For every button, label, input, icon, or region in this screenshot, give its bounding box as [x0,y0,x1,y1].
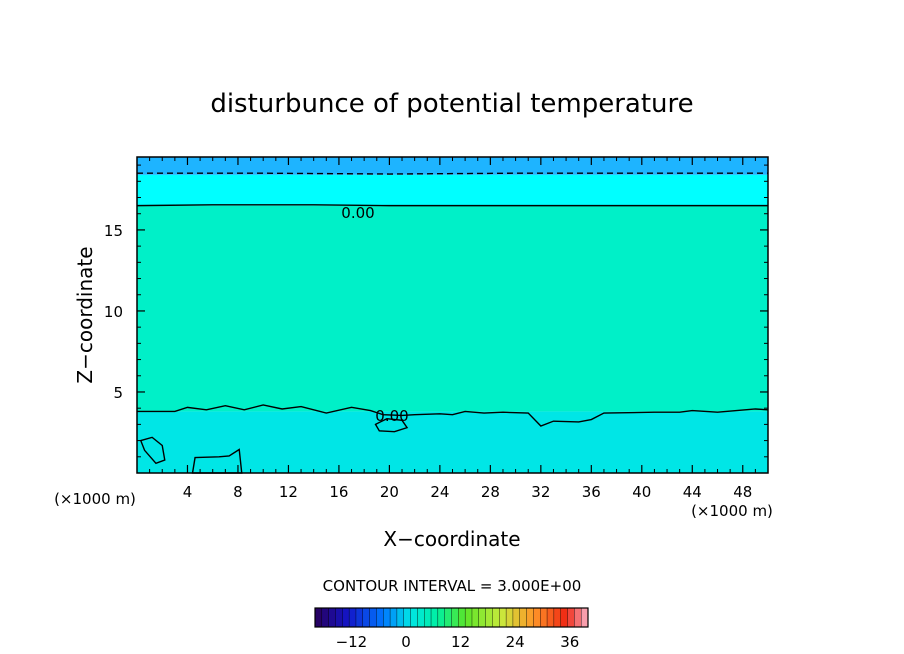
x-tick-label: 40 [632,483,651,501]
colorbar-segment [485,607,493,628]
colorbar-segment [580,607,589,628]
colorbar-segment [553,607,562,628]
colorbar-tick-label: 0 [401,633,411,651]
colorbar-segment [478,607,487,628]
colorbar-segment [383,607,391,628]
fill-band-0 [137,411,768,473]
colorbar-tick-label: −12 [336,633,368,651]
colorbar-segment [444,607,452,628]
contour-zero-upper-line [136,204,768,207]
x-tick-label: 28 [481,483,500,501]
colorbar-segment [314,607,323,628]
colorbar-segment [376,607,384,628]
x-axis-label: X−coordinate [383,527,520,551]
x-tick-label: 16 [329,483,348,501]
colorbar-segment [389,607,398,628]
colorbar-segment [567,607,575,628]
contour-cell-3 [374,417,409,433]
colorbar-segment [519,607,528,628]
colorbar-segment [335,607,343,628]
contour-cell-1 [139,436,166,465]
y-tick-label: 5 [113,384,123,402]
contour-lines [136,172,769,474]
x-tick-label: 8 [233,483,243,501]
colorbar-tick-label: 12 [451,633,470,651]
x-tick-label: 48 [733,483,752,501]
fill-band-1 [137,205,768,412]
colorbar-segment [512,607,521,628]
colorbar-segment [505,607,514,628]
x-tick-label: 36 [582,483,601,501]
colorbar-segment [369,607,377,628]
contour-interval: CONTOUR INTERVAL = 3.000E+00 [323,577,582,595]
colorbar-segment [546,607,555,628]
x-tick-label: 32 [531,483,550,501]
colorbar-segment [362,607,371,628]
colorbar: −12 0 12 24 36 [314,607,589,651]
x-unit-left: (×1000 m) [54,490,136,508]
x-tick-label: 12 [279,483,298,501]
colorbar-segment [396,607,405,628]
colorbar-segment [348,607,357,628]
colorbar-tick-label: 36 [560,633,579,651]
contour-label-upper: 0.00 [341,204,374,222]
colorbar-segment [526,607,534,628]
colorbar-segment [492,607,500,628]
x-unit-right: (×1000 m) [691,502,773,520]
x-tick-label: 44 [683,483,702,501]
contour-zero-lower-line [137,404,769,427]
colorbar-segment [499,607,507,628]
x-tick-label: 24 [430,483,449,501]
colorbar-segment [540,607,548,628]
colorbar-segment [574,607,582,628]
plot-area: 0.00 0.00 [136,156,769,474]
colorbar-segment [328,607,336,628]
colorbar-segment [355,607,364,628]
colorbar-segment [417,607,425,628]
fill-band-2 [137,174,768,206]
colorbar-segment [458,607,466,628]
colorbar-segment [342,607,350,628]
fill-band-3 [137,157,768,175]
colorbar-segment [321,607,330,628]
x-tick-label: 4 [183,483,193,501]
colorbar-segment [437,607,446,628]
colorbar-frame [314,607,589,628]
colorbar-segment [451,607,459,628]
colorbar-segment [424,607,432,628]
y-tick-label: 10 [104,303,123,321]
colorbar-segment [560,607,569,628]
y-tick-label: 15 [104,222,123,240]
y-axis-label: Z−coordinate [73,246,97,383]
fill-bands [137,157,768,473]
colorbar-tick-label: 24 [506,633,525,651]
colorbar-segment [410,607,418,628]
chart-title: disturbunce of potential temperature [210,89,693,119]
contour-label-lower: 0.00 [375,407,408,425]
contour-negative-line [137,172,768,175]
colorbar-segment [471,607,480,628]
colorbar-segment [464,607,473,628]
colorbar-segment [533,607,541,628]
x-tick-label: 20 [380,483,399,501]
colorbar-segment [430,607,439,628]
colorbar-segment [403,607,412,628]
